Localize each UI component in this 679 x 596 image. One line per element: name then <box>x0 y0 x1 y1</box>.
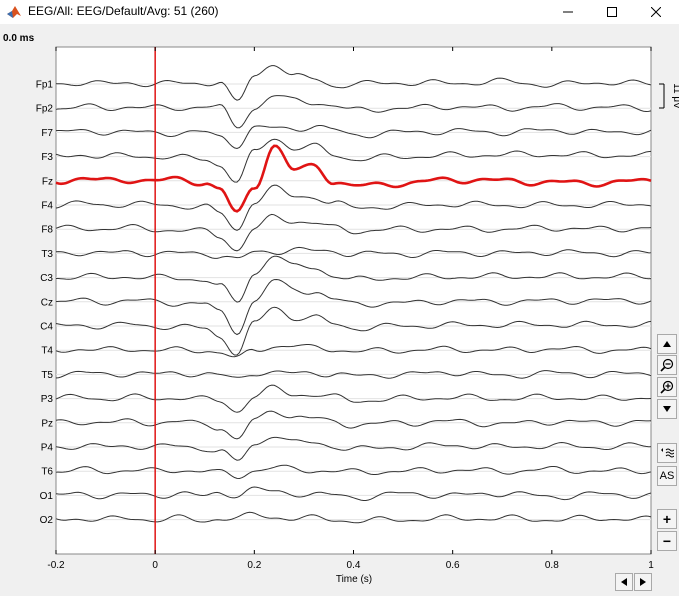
x-tick-label: 0 <box>152 560 158 571</box>
plot-area[interactable] <box>55 46 652 555</box>
channel-label[interactable]: T6 <box>41 467 53 478</box>
minimize-icon <box>563 11 573 13</box>
autoscale-button[interactable]: AS <box>657 466 677 486</box>
channel-labels: Fp1 Fp2 F7 F3 Fz F4 F8 T3 C3 Cz C4 T4 T5 P3 Pz P4 T6 O1 O2 <box>36 80 54 527</box>
channel-label[interactable]: T3 <box>41 249 53 260</box>
channel-label[interactable]: F7 <box>41 128 53 139</box>
channel-label[interactable]: F3 <box>41 152 53 163</box>
x-axis: -0.2 0 0.2 0.4 0.6 0.8 1 <box>47 47 654 571</box>
triangle-down-icon <box>663 406 671 412</box>
prev-page-button[interactable] <box>615 573 633 591</box>
close-icon <box>651 7 661 17</box>
window-title: EEG/All: EEG/Default/Avg: 51 (260) <box>28 4 219 18</box>
channel-label[interactable]: Fp1 <box>36 80 54 91</box>
scale-label: 11 μV <box>671 83 679 109</box>
close-button[interactable] <box>633 0 679 24</box>
triangle-left-icon <box>621 578 627 586</box>
maximize-icon <box>607 7 617 17</box>
channel-label[interactable]: Fz <box>42 176 53 187</box>
next-page-button[interactable] <box>634 573 652 591</box>
scroll-up-button[interactable] <box>657 334 677 354</box>
channel-label[interactable]: P3 <box>41 394 54 405</box>
channel-label[interactable]: O2 <box>40 515 54 526</box>
x-tick-label: 0.2 <box>247 560 261 571</box>
time-readout: 0.0 ms <box>3 33 35 44</box>
montage-button[interactable] <box>657 443 677 463</box>
triangle-up-icon <box>663 341 671 347</box>
channel-label[interactable]: Cz <box>41 297 53 308</box>
channel-label[interactable]: F4 <box>41 201 53 212</box>
channel-label[interactable]: Pz <box>41 418 53 429</box>
title-bar: EEG/All: EEG/Default/Avg: 51 (260) <box>0 0 679 24</box>
x-tick-label: 0.6 <box>446 560 460 571</box>
x-tick-label: 1 <box>648 560 654 571</box>
zoom-out-icon <box>660 358 674 372</box>
matlab-icon <box>7 6 21 18</box>
gain-decrease-button[interactable]: − <box>657 531 677 551</box>
x-tick-label: 0.4 <box>347 560 361 571</box>
x-tick-label: -0.2 <box>47 560 65 571</box>
channel-label[interactable]: C3 <box>40 273 53 284</box>
maximize-button[interactable] <box>589 0 635 24</box>
triangle-right-icon <box>640 578 646 586</box>
x-tick-label: 0.8 <box>545 560 559 571</box>
channel-label[interactable]: O1 <box>40 491 54 502</box>
amplitude-scale: 11 μV <box>659 83 679 109</box>
channel-label[interactable]: P4 <box>41 443 54 454</box>
montage-icon <box>661 448 674 458</box>
x-axis-label: Time (s) <box>336 574 372 585</box>
channel-label[interactable]: Fp2 <box>36 104 54 115</box>
channel-label[interactable]: C4 <box>40 322 53 333</box>
channel-label[interactable]: T4 <box>41 346 53 357</box>
zoom-in-button[interactable] <box>657 377 677 397</box>
zoom-in-icon <box>660 380 674 394</box>
scroll-down-button[interactable] <box>657 399 677 419</box>
channel-label[interactable]: T5 <box>41 370 53 381</box>
minimize-button[interactable] <box>545 0 591 24</box>
gain-increase-button[interactable]: + <box>657 509 677 529</box>
zoom-out-button[interactable] <box>657 355 677 375</box>
channel-label[interactable]: F8 <box>41 225 53 236</box>
